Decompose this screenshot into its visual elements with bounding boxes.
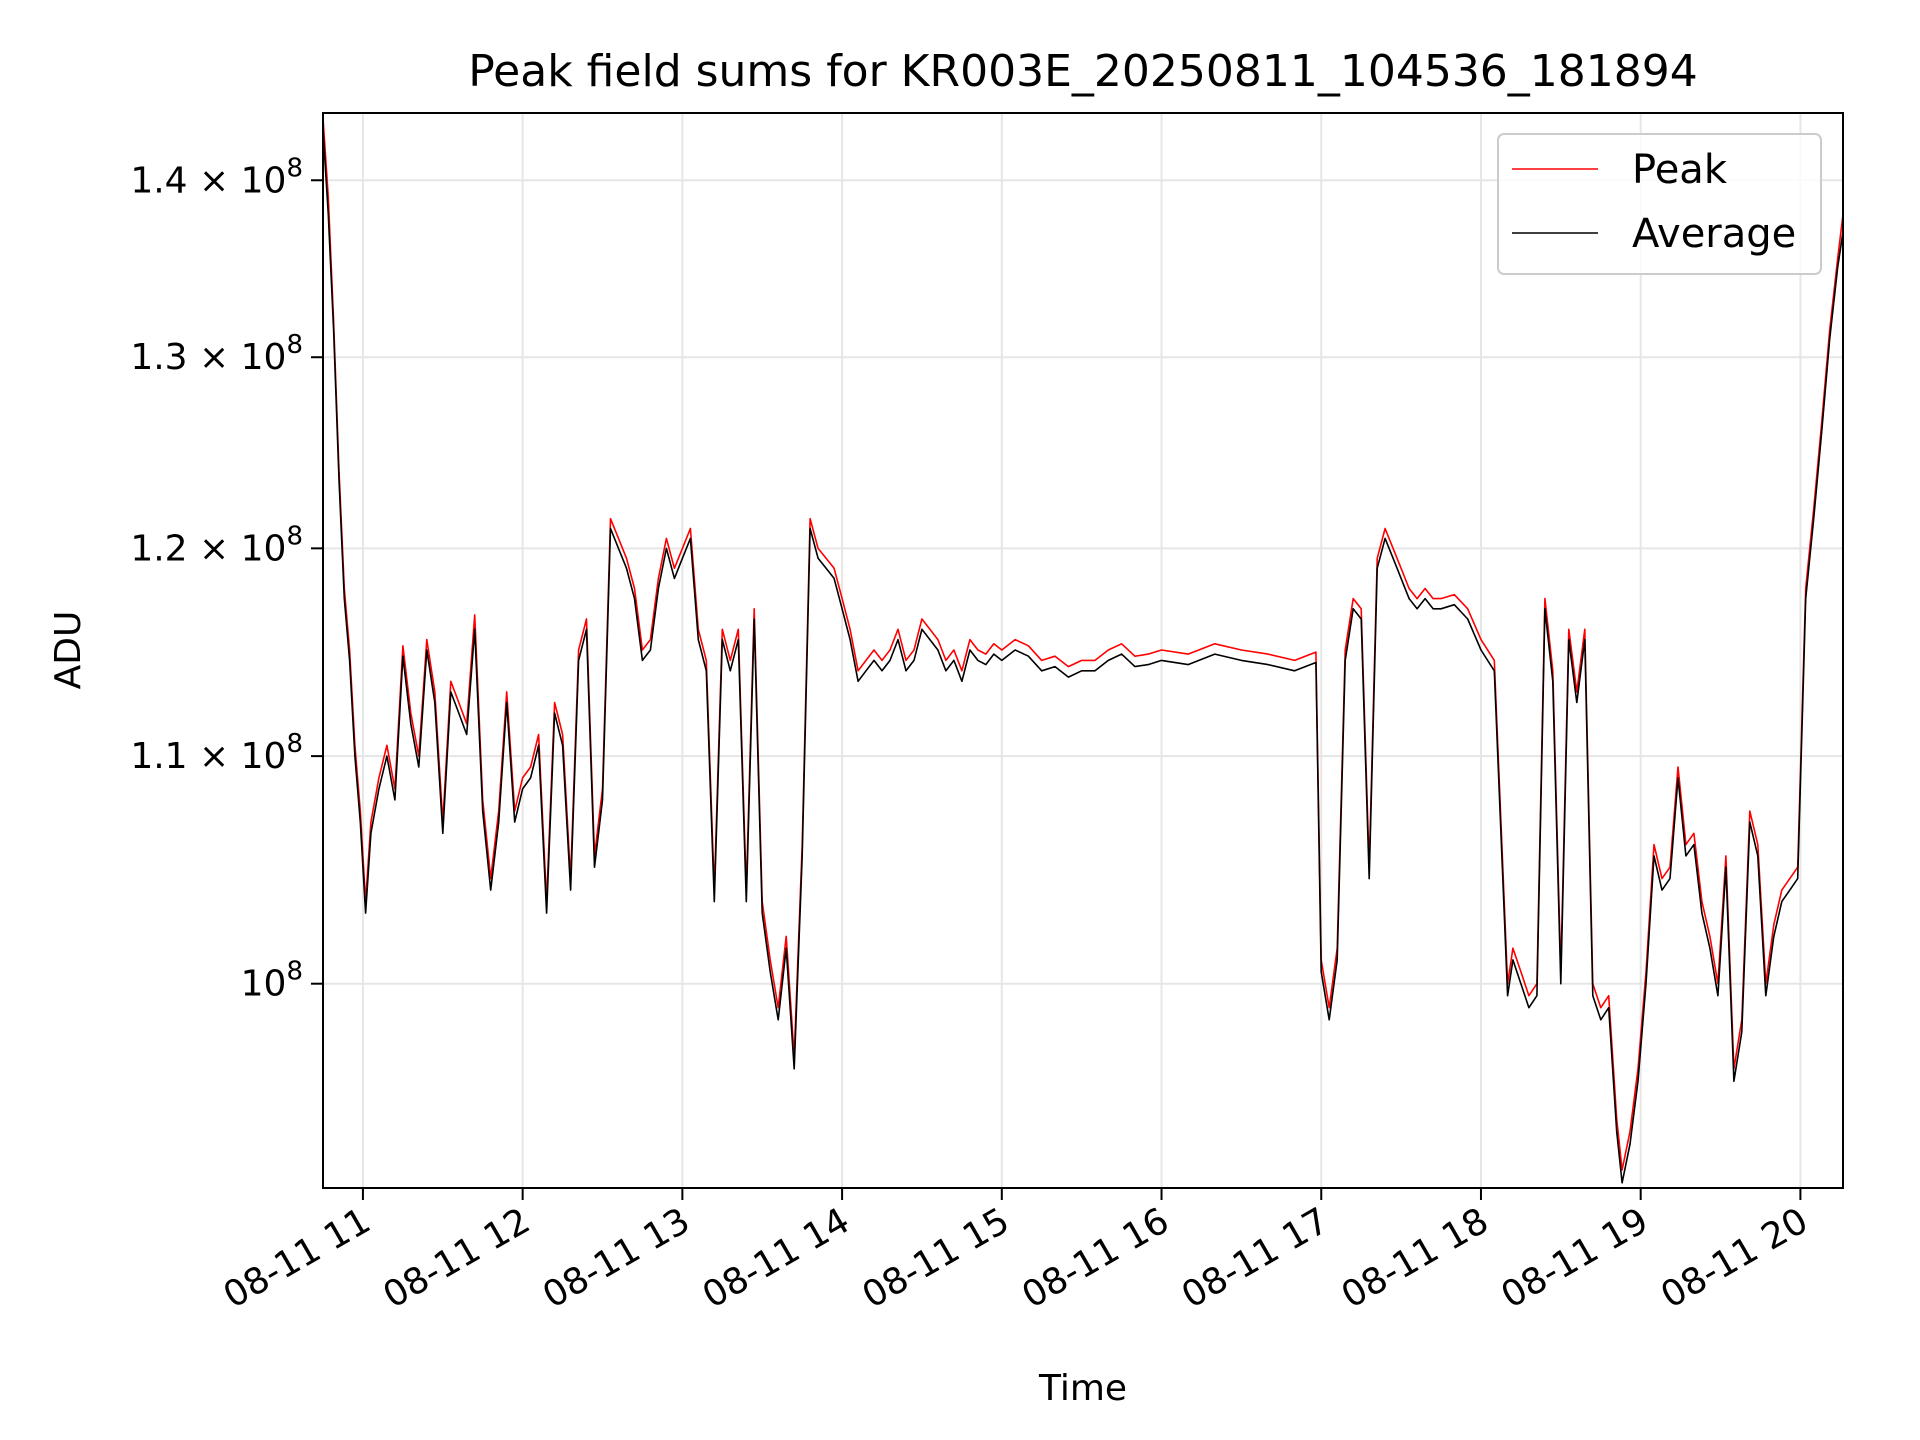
y-tick-label: 1.1 × 108: [130, 729, 303, 777]
legend: Peak Average: [1497, 133, 1822, 275]
grid: [323, 113, 1843, 1188]
y-tick-label: 108: [241, 957, 303, 1005]
y-ticks: 108 1.1 × 108 1.2 × 108 1.3 × 108 1.4 × 108: [130, 153, 323, 1005]
plot-frame: [322, 112, 1844, 1189]
y-tick-label: 1.2 × 108: [130, 521, 303, 569]
x-axis-label: Time: [1038, 1368, 1127, 1409]
legend-label-average: Average: [1632, 211, 1796, 257]
series-line-average: [322, 129, 1844, 1184]
y-tick-label: 1.4 × 108: [130, 153, 303, 201]
legend-label-peak: Peak: [1632, 147, 1728, 193]
series-group: [322, 117, 1844, 1184]
y-tick-label: 1.3 × 108: [130, 330, 303, 378]
series-line-peak: [322, 117, 1844, 1171]
chart-title: Peak field sums for KR003E_20250811_1045…: [468, 46, 1698, 97]
y-axis-label: ADU: [48, 611, 89, 690]
